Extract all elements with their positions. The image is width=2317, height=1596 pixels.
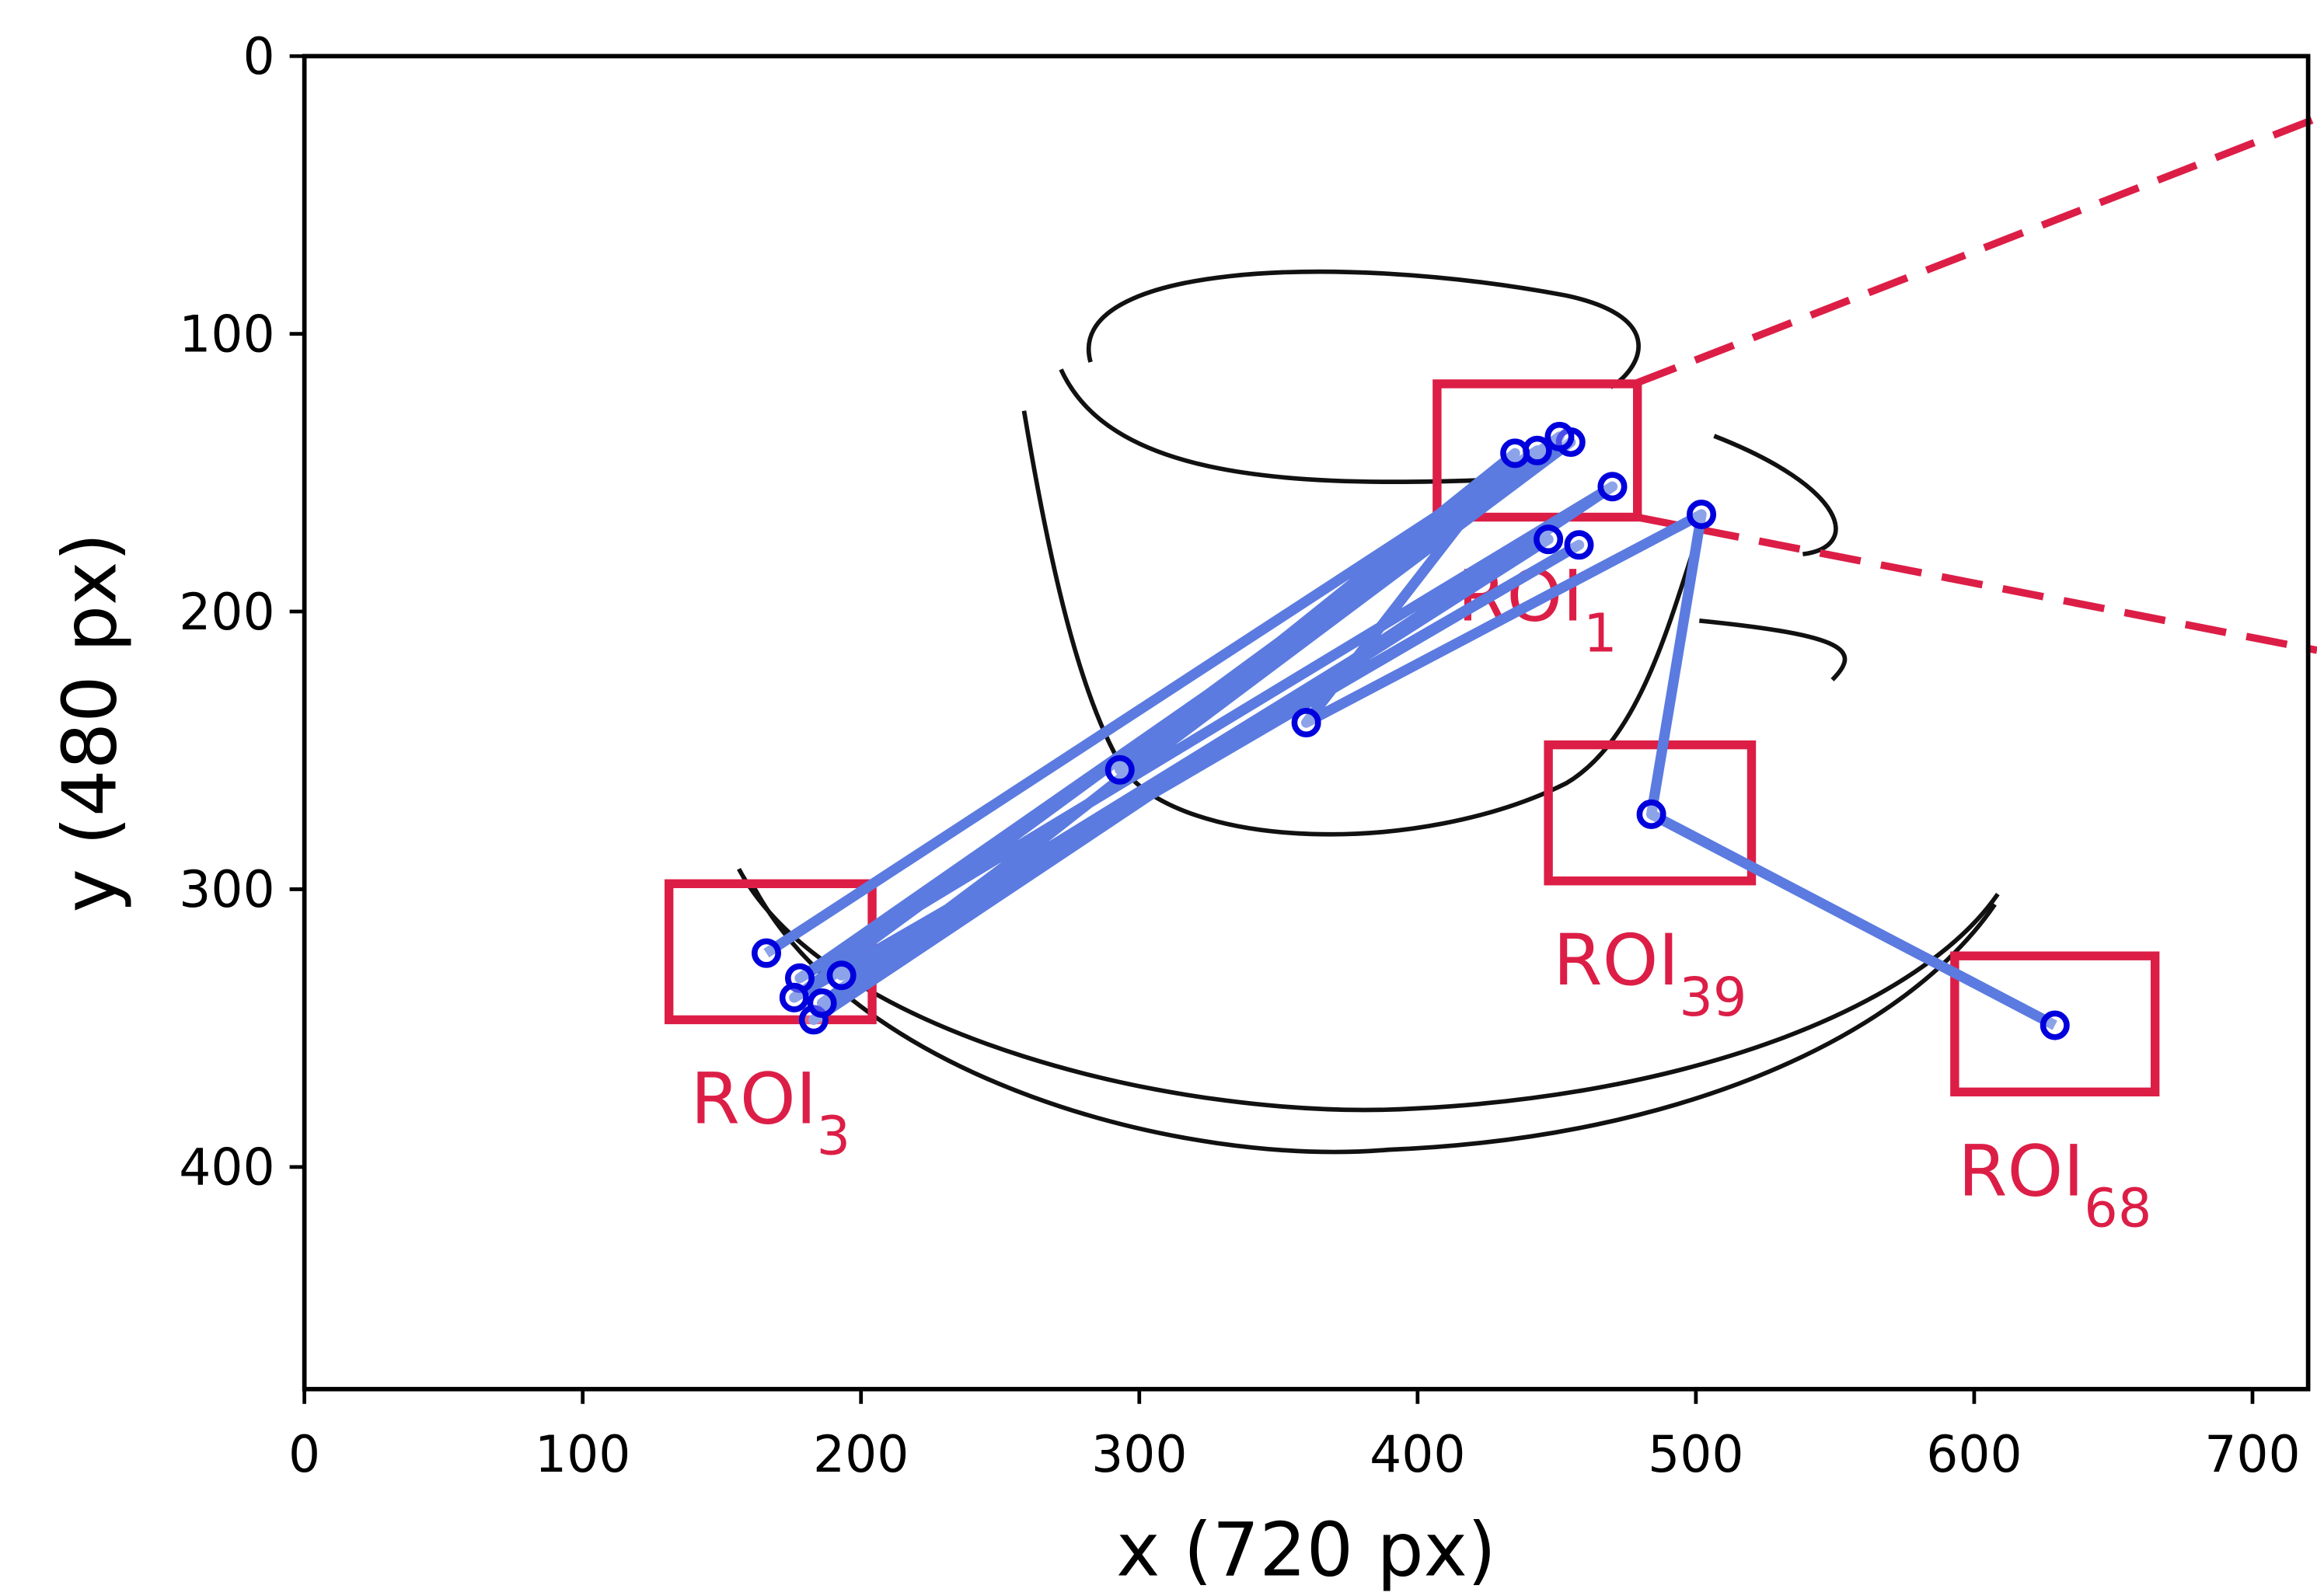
roi-box xyxy=(1432,379,1642,522)
fixation xyxy=(1500,438,1530,469)
fixation xyxy=(1564,530,1594,560)
y-axis-label: y (480 px) xyxy=(47,532,133,912)
y-tick-label: 300 xyxy=(179,861,274,919)
fixation xyxy=(1291,707,1321,738)
plot-frame xyxy=(302,54,2311,1392)
x-tick-label: 100 xyxy=(535,1426,630,1484)
roi-label: ROI3 xyxy=(691,1058,851,1168)
y-tick-label: 200 xyxy=(179,584,274,642)
zoom-guides xyxy=(1635,114,2317,654)
roi-label-sub: 1 xyxy=(1583,603,1617,665)
x-tick-label: 400 xyxy=(1370,1426,1465,1484)
fixation xyxy=(1687,499,1717,529)
roi-label: ROI68 xyxy=(1958,1129,2151,1239)
fixation xyxy=(1534,524,1564,555)
x-tick-label: 0 xyxy=(288,1426,320,1484)
roi-box xyxy=(1950,951,2160,1097)
y-tick-label: 0 xyxy=(243,28,274,86)
x-tick-label: 200 xyxy=(813,1426,909,1484)
roi-label-text: ROI xyxy=(691,1058,817,1141)
fixation xyxy=(807,988,837,1018)
cup-edges xyxy=(737,269,2000,1155)
x-tick-label: 300 xyxy=(1091,1426,1187,1484)
roi-label-sub: 68 xyxy=(2084,1177,2151,1239)
x-tick-label: 500 xyxy=(1648,1426,1743,1484)
fixation xyxy=(826,960,857,991)
scanpath xyxy=(763,431,2057,1030)
fixation xyxy=(1104,754,1135,785)
roi-label-text: ROI xyxy=(1553,918,1679,1002)
roi-box xyxy=(1544,740,1757,886)
fixation xyxy=(1636,799,1666,829)
y-tick-label: 100 xyxy=(179,305,274,364)
y-tick-label: 400 xyxy=(179,1139,274,1197)
fixation xyxy=(1597,472,1628,502)
roi-label-sub: 3 xyxy=(817,1106,851,1168)
fixation xyxy=(779,982,809,1012)
x-tick-label: 600 xyxy=(1926,1426,2022,1484)
fixation xyxy=(751,938,782,968)
roi-label: ROI39 xyxy=(1553,918,1746,1029)
fixation xyxy=(2040,1010,2070,1040)
fixation xyxy=(1544,421,1575,451)
x-tick-label: 700 xyxy=(2204,1426,2300,1484)
roi-label-sub: 39 xyxy=(1679,967,1746,1029)
roi-label-text: ROI xyxy=(1958,1129,2084,1212)
x-axis-label: x (720 px) xyxy=(1116,1507,1496,1593)
